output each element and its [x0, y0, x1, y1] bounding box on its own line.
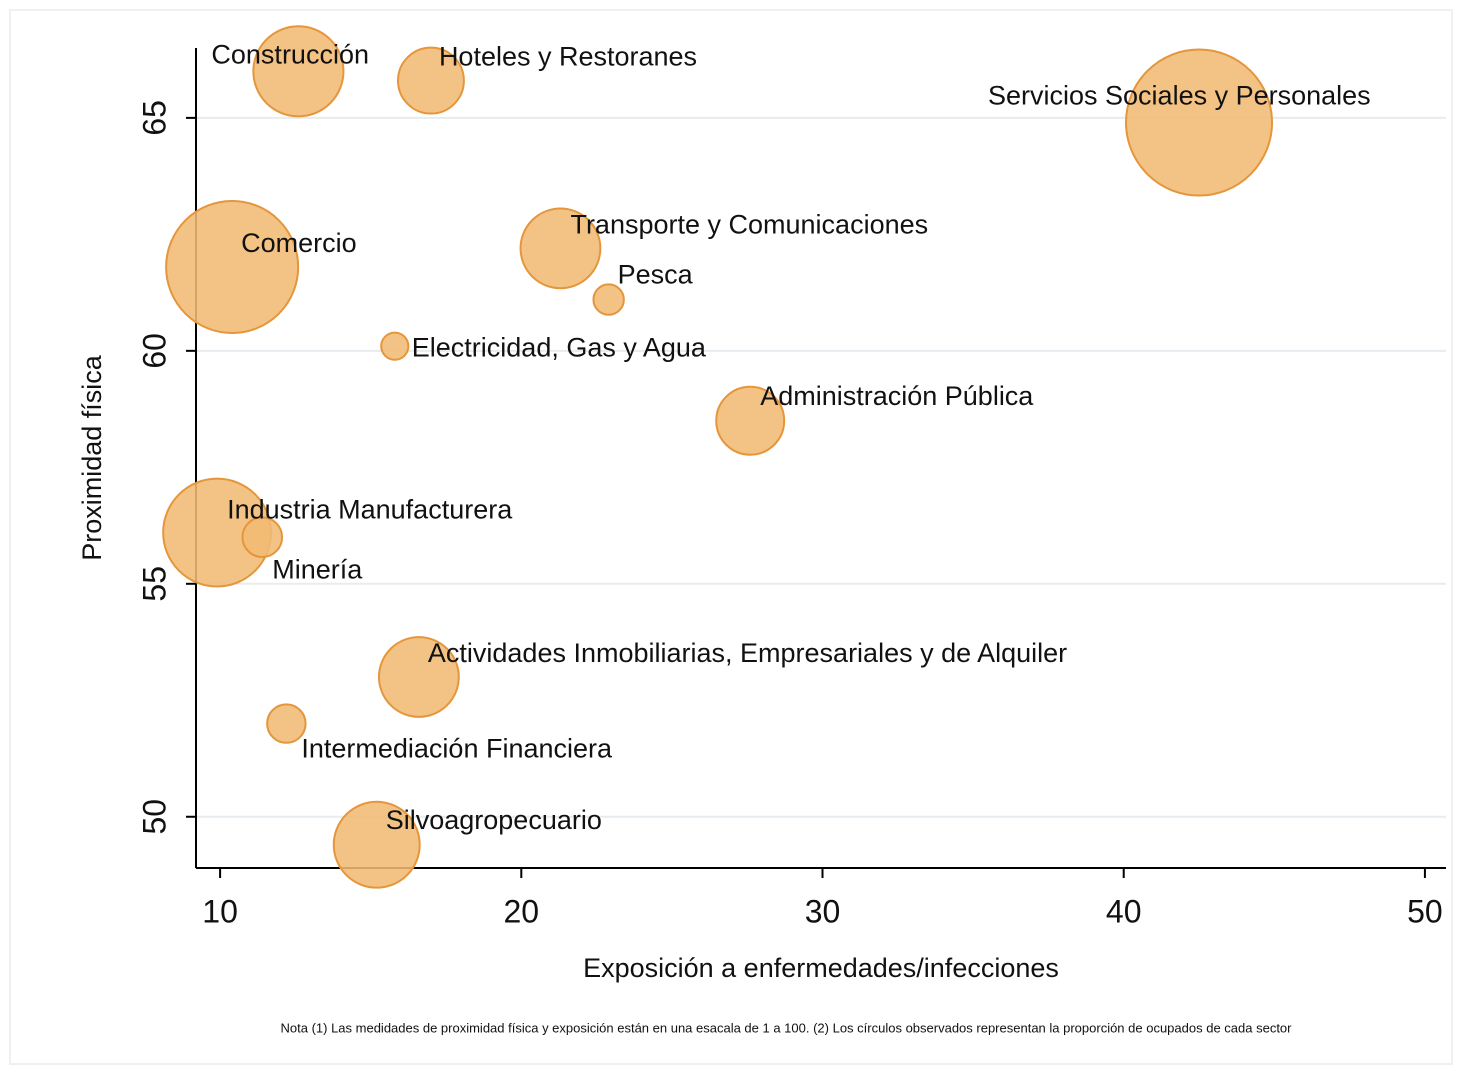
bubble	[165, 199, 300, 335]
bubble	[241, 516, 284, 559]
x-axis-title: Exposición a enfermedades/infecciones	[583, 953, 1059, 983]
x-tick-label: 50	[1407, 893, 1443, 929]
bubble	[332, 800, 421, 889]
bubble	[592, 283, 625, 316]
x-tick-label: 20	[504, 893, 540, 929]
y-tick-label: 55	[136, 566, 172, 602]
point-label: Comercio	[241, 228, 357, 258]
point-label: Actividades Inmobiliarias, Empresariales…	[428, 638, 1067, 668]
point-label: Pesca	[618, 260, 694, 290]
y-axis-title: Proximidad física	[77, 354, 107, 561]
frame	[9, 9, 1453, 1065]
point-label: Hoteles y Restoranes	[439, 42, 697, 72]
point-label: Servicios Sociales y Personales	[988, 81, 1371, 111]
bubble	[519, 207, 602, 290]
bubble	[380, 331, 410, 361]
x-tick-label: 30	[805, 893, 841, 929]
bubble	[377, 636, 460, 718]
bubble	[715, 385, 786, 456]
x-tick-label: 10	[202, 893, 238, 929]
y-tick-label: 50	[136, 799, 172, 835]
bubble	[252, 25, 345, 118]
bubble	[1125, 48, 1274, 197]
point-label: Minería	[272, 554, 363, 584]
point-label: Industria Manufacturera	[227, 495, 513, 525]
x-tick-label: 40	[1106, 893, 1142, 929]
point-label: Intermediación Financiera	[301, 734, 613, 764]
note: Nota (1) Las medidades de proximidad fís…	[281, 1020, 1293, 1035]
y-tick-label: 60	[136, 333, 172, 369]
bubble	[266, 703, 307, 744]
point-label: Silvoagropecuario	[386, 805, 602, 835]
point-label: Electricidad, Gas y Agua	[412, 332, 707, 362]
point-label: Administración Pública	[760, 381, 1034, 411]
point-label: Construcción	[211, 39, 369, 69]
bubble	[397, 46, 465, 115]
point-label: Transporte y Comunicaciones	[570, 209, 928, 239]
y-tick-label: 65	[136, 100, 172, 136]
